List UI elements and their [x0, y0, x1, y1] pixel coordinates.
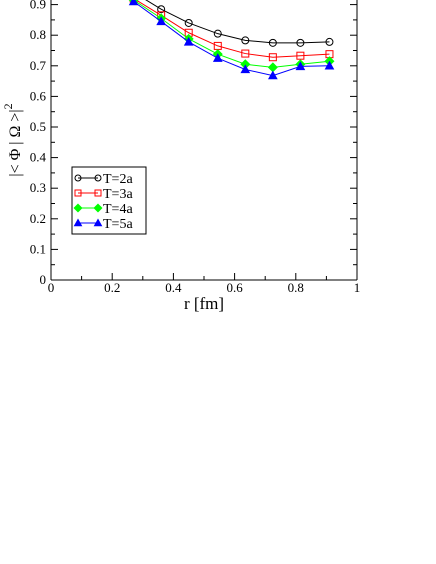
legend-label: T=5a	[103, 217, 133, 232]
y-tick-label: 0.2	[30, 211, 46, 226]
x-tick-label: 0	[48, 280, 55, 295]
legend-label: T=4a	[103, 202, 133, 217]
series-layer	[128, 0, 335, 80]
y-axis-label-text: |< Φ | Ω >|	[7, 109, 24, 176]
y-tick-label: 0.1	[30, 241, 46, 256]
plot-frame: 0 0.2 0.4 0.6 0.8 1 0 0.1 0.2 0.3 0.4 0.5 0.6 0.7 0.8 0…	[30, 0, 361, 295]
legend-marker	[93, 203, 103, 213]
legend: T=2aT=3aT=4aT=5a	[71, 166, 147, 235]
series-T=2a	[145, 0, 334, 47]
legend-label: T=3a	[103, 187, 133, 202]
y-tick-label: 0.3	[30, 180, 46, 195]
data-point	[295, 61, 306, 71]
x-tick-label: 1	[354, 280, 361, 295]
x-tick-label: 0.4	[165, 280, 182, 295]
legend-marker	[73, 203, 83, 213]
data-point	[325, 37, 334, 46]
series-T=5a	[128, 0, 335, 80]
legend-item: T=3a	[74, 187, 133, 202]
x-tick-label: 0.6	[226, 280, 243, 295]
y-axis-label: |< Φ | Ω >|2	[1, 103, 24, 176]
data-point	[212, 53, 223, 62]
legend-label: T=2a	[103, 172, 133, 187]
data-point	[213, 29, 222, 38]
x-tick-label: 0.2	[104, 280, 120, 295]
legend-marker	[74, 189, 82, 197]
y-tick-label: 0.8	[30, 27, 46, 42]
legend-item: T=5a	[73, 217, 133, 232]
data-point	[183, 36, 194, 46]
y-tick-label: 0.7	[30, 58, 47, 73]
data-point	[157, 5, 166, 14]
series-line	[145, 0, 330, 44]
data-point	[296, 38, 305, 47]
data-point	[128, 0, 139, 6]
y-tick-label: 0.5	[30, 119, 46, 134]
legend-item: T=4a	[73, 202, 133, 217]
data-point	[268, 53, 277, 62]
data-point	[324, 60, 335, 70]
legend-marker	[94, 189, 102, 197]
y-tick-label: 0.4	[30, 150, 47, 165]
y-axis-label-exponent: 2	[1, 103, 15, 109]
data-point	[267, 62, 278, 73]
data-point	[184, 18, 193, 27]
y-tick-label: 0.9	[30, 0, 46, 12]
series-line	[135, 0, 330, 58]
legend-marker	[73, 218, 83, 227]
legend-marker	[94, 174, 102, 182]
data-point	[241, 36, 250, 45]
data-point	[241, 49, 250, 58]
y-tick-label: 0.6	[30, 88, 47, 103]
data-point	[268, 70, 278, 80]
data-point	[268, 38, 277, 47]
data-point	[156, 16, 167, 26]
x-tick-label: 0.8	[288, 280, 304, 295]
y-tick-label: 0	[40, 272, 47, 287]
data-point	[296, 51, 305, 60]
svg-text:|< Φ | Ω >|2: |< Φ | Ω >|2	[1, 103, 24, 176]
data-point	[240, 64, 251, 74]
legend-marker	[74, 174, 82, 182]
legend-marker	[93, 218, 103, 227]
x-axis-label: r [fm]	[184, 294, 224, 313]
legend-item: T=2a	[74, 172, 133, 187]
